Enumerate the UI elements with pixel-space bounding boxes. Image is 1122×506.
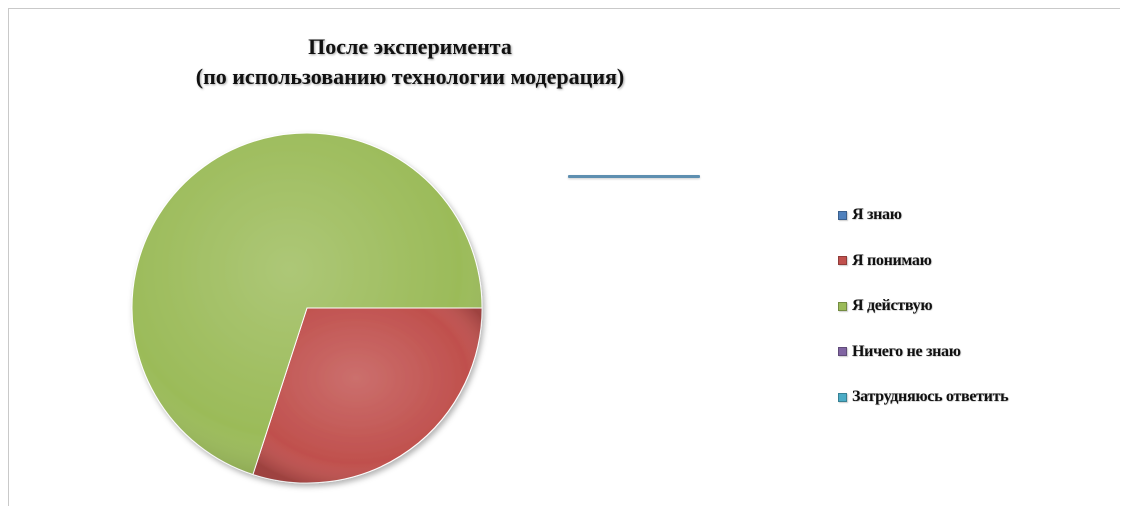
chart-subtitle: (по использованию технологии модерация) [195,64,625,89]
pie-slice-shading-1 [252,308,482,483]
chart-title: После эксперимента [308,34,512,59]
legend-item: Я действую [838,295,1008,317]
pie-slice-shading-2 [131,132,482,475]
decorative-line [568,175,700,178]
legend-swatch [838,347,847,356]
legend-label: Я знаю [852,206,902,223]
chart-legend: Я знаю Я понимаю Я действую Ничего не знаю З… [838,204,1009,432]
chart-title-block: После эксперимента (по использованию тех… [40,32,780,92]
legend-item: Затрудняюсь ответить [838,386,1009,408]
legend-label: Я действую [852,297,933,314]
legend-label: Затрудняюсь ответить [852,388,1009,405]
legend-swatch [838,256,847,265]
legend-swatch [838,301,847,311]
chart-frame [8,8,1120,506]
legend-label: Я понимаю [852,251,932,269]
legend-label: Ничего не знаю [852,342,961,360]
legend-item: Я знаю [838,204,1008,226]
legend-item: Ничего не знаю [838,341,1008,363]
legend-swatch [838,210,847,220]
legend-swatch [838,392,847,402]
legend-item: Я понимаю [838,250,1008,272]
